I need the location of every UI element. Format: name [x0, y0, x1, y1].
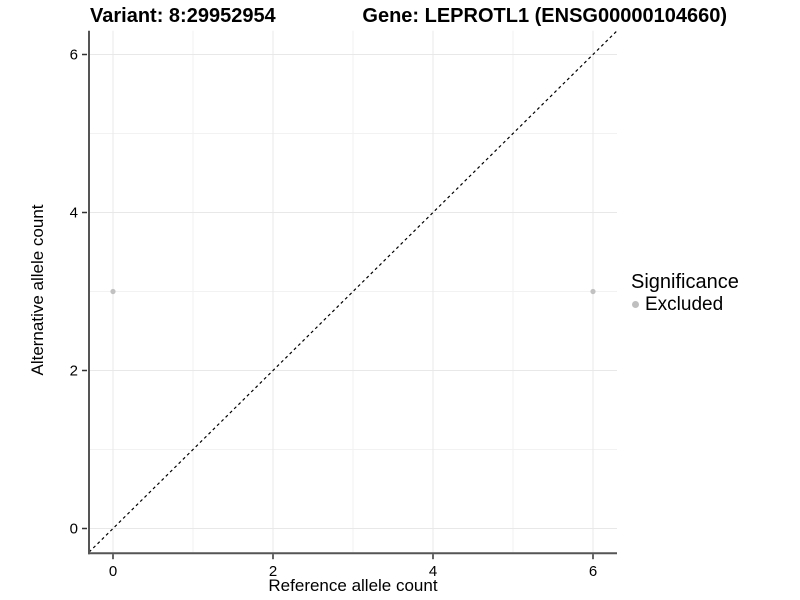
excluded-point-icon	[632, 301, 639, 308]
x-tick-label: 4	[429, 563, 437, 580]
variant-title: Variant: 8:29952954	[90, 5, 276, 27]
y-tick-label: 4	[70, 205, 78, 222]
y-axis-label: Alternative allele count	[28, 204, 47, 376]
x-tick-label: 6	[589, 563, 597, 580]
identity-line	[89, 30, 617, 553]
y-tick-label: 0	[70, 521, 78, 538]
legend: Significance Excluded	[631, 271, 739, 315]
x-axis-label: Reference allele count	[268, 576, 438, 595]
legend-title: Significance	[631, 271, 739, 293]
legend-entry-label: Excluded	[645, 294, 724, 315]
legend-entry-excluded: Excluded	[631, 294, 739, 315]
x-tick-label: 2	[269, 563, 277, 580]
y-tick-label: 6	[70, 47, 78, 64]
data-point-excluded	[590, 288, 596, 295]
x-tick-label: 0	[109, 563, 117, 580]
y-tick-label: 2	[70, 363, 78, 380]
gene-title: Gene: LEPROTL1 (ENSG00000104660)	[362, 5, 727, 27]
data-point-excluded	[110, 288, 116, 295]
